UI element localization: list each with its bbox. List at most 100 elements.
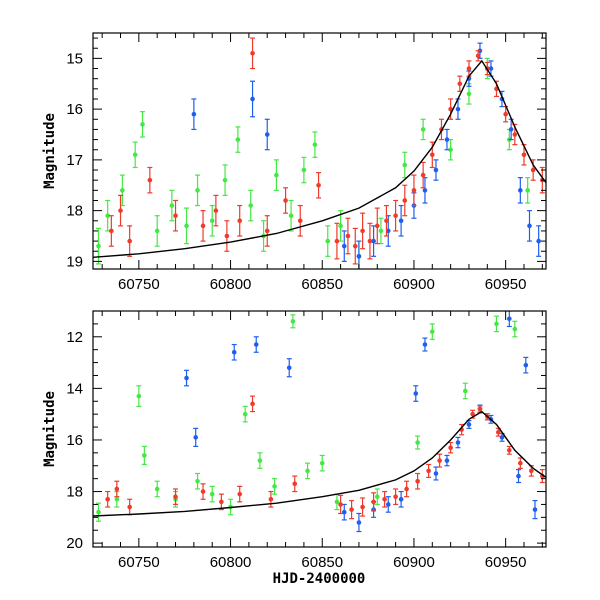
blue-point (356, 520, 362, 525)
blue-point (341, 509, 347, 515)
bottom-panel-ticks (93, 310, 546, 547)
red-point (384, 218, 389, 224)
green-point (466, 91, 472, 97)
red-point (426, 468, 431, 474)
green-point (209, 218, 215, 224)
green-point (290, 319, 296, 324)
y-tick-label: 18 (66, 484, 83, 501)
red-point (147, 177, 153, 183)
green-point (169, 203, 175, 208)
green-point (222, 177, 228, 183)
green-point (512, 326, 518, 332)
red-point (529, 468, 534, 474)
red-point (382, 496, 387, 502)
bottom-panel-frame (92, 310, 547, 548)
red-point (118, 208, 123, 213)
red-point (200, 489, 206, 494)
blue-point (253, 342, 259, 347)
red-point (496, 429, 501, 435)
green-point (402, 162, 408, 168)
green-point (312, 142, 318, 147)
red-point (224, 233, 230, 239)
red-point (237, 218, 243, 224)
green-point (195, 478, 200, 484)
red-point (404, 486, 409, 492)
blue-point (385, 502, 391, 507)
blue-point (516, 473, 521, 479)
red-point (250, 401, 255, 407)
x-tick-label: 60800 (210, 276, 252, 293)
green-point (525, 188, 530, 193)
blue-point (264, 132, 270, 137)
top-panel: 60750 60800 60850 60900 60950 15 16 17 18 19 Mag… (42, 32, 547, 293)
green-point (105, 213, 110, 219)
green-point (136, 393, 142, 399)
blue-point (371, 238, 376, 244)
green-point (274, 172, 279, 178)
red-point (345, 233, 351, 239)
bottom-plot-area (93, 311, 546, 533)
green-point (235, 137, 241, 142)
blue-point (499, 435, 505, 440)
green-point (415, 440, 420, 445)
red-point (200, 223, 206, 229)
bottom-x-tick-labels: 60750 60800 60850 60900 60950 (118, 554, 527, 571)
x-tick-label: 60800 (210, 554, 252, 571)
red-point (105, 496, 110, 502)
blue-point (398, 496, 404, 502)
blue-point (466, 422, 472, 427)
x-tick-label: 60850 (301, 276, 343, 293)
green-point (209, 491, 215, 497)
red-point (316, 182, 321, 188)
top-panel-ticks (93, 33, 546, 269)
blue-point (433, 167, 439, 173)
blue-point (444, 137, 450, 142)
green-point (319, 460, 325, 466)
red-point (237, 491, 243, 497)
red-point (213, 208, 219, 213)
top-y-tick-labels: 15 16 17 18 19 (66, 50, 83, 270)
red-point (503, 111, 508, 117)
y-tick-label: 20 (66, 535, 83, 552)
blue-point (455, 106, 461, 112)
green-point (140, 122, 145, 127)
blue-point (184, 375, 189, 381)
x-tick-label: 60900 (393, 554, 435, 571)
green-point (429, 329, 435, 334)
red-point (264, 228, 270, 234)
red-point (402, 198, 408, 203)
green-point (463, 388, 468, 394)
x-tick-label: 60750 (118, 554, 160, 571)
blue-point (527, 223, 532, 229)
green-point (120, 188, 125, 193)
red-point (470, 411, 475, 417)
y-tick-label: 16 (66, 432, 83, 449)
x-tick-label: 60950 (485, 554, 527, 571)
red-point (374, 223, 380, 229)
blue-point (356, 254, 362, 259)
red-point (521, 152, 527, 158)
green-point (374, 494, 380, 500)
y-tick-label: 17 (66, 152, 83, 169)
green-point (114, 496, 120, 502)
x-tick-label: 60850 (301, 554, 343, 571)
green-point (448, 147, 453, 153)
blue-point (422, 188, 428, 193)
blue-point (413, 391, 419, 396)
y-tick-label: 19 (66, 253, 83, 270)
red-point (475, 53, 481, 59)
red-point (429, 152, 435, 158)
red-point (297, 218, 303, 224)
green-point (96, 243, 101, 249)
blue-point (536, 238, 541, 244)
red-point (127, 238, 132, 244)
red-point (512, 132, 518, 137)
blue-point (341, 243, 347, 249)
red-point (292, 481, 298, 487)
top-panel-frame (92, 32, 547, 270)
green-point (242, 411, 248, 417)
red-point (371, 499, 376, 505)
red-point (393, 213, 398, 219)
green-point (288, 213, 294, 219)
